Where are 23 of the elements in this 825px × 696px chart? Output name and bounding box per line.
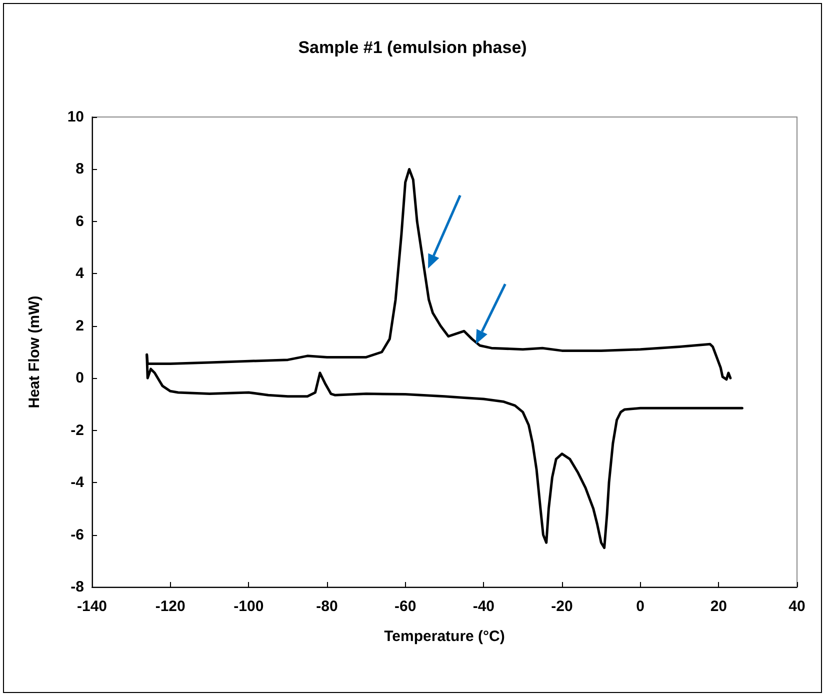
y-tick-label: -2 — [70, 422, 84, 439]
x-tick-label: -140 — [76, 598, 108, 615]
chart-title: Sample #1 (emulsion phase) — [298, 38, 527, 57]
y-tick-label: -8 — [70, 578, 84, 596]
x-tick-label: -20 — [551, 598, 573, 615]
y-tick-label: 2 — [76, 317, 84, 334]
x-tick-label: -40 — [472, 598, 495, 615]
x-tick-label: -100 — [234, 598, 264, 615]
y-tick-label: 8 — [76, 160, 84, 178]
y-tick-label: 4 — [76, 265, 85, 282]
y-tick-label: -6 — [70, 526, 84, 544]
x-axis-title: Temperature (°C) — [384, 628, 505, 645]
x-tick-label: 20 — [710, 598, 728, 615]
y-tick-label: 10 — [67, 108, 84, 126]
y-tick-label: 0 — [76, 370, 84, 387]
x-tick-label: 40 — [788, 598, 806, 615]
x-tick-label: 0 — [636, 598, 645, 615]
y-tick-label: 6 — [76, 212, 84, 230]
y-tick-label: -4 — [70, 474, 85, 492]
x-tick-label: -60 — [394, 598, 416, 615]
y-axis-title: Heat Flow (mW) — [26, 296, 43, 408]
x-tick-label: -120 — [155, 598, 186, 615]
x-tick-label: -80 — [316, 598, 338, 615]
